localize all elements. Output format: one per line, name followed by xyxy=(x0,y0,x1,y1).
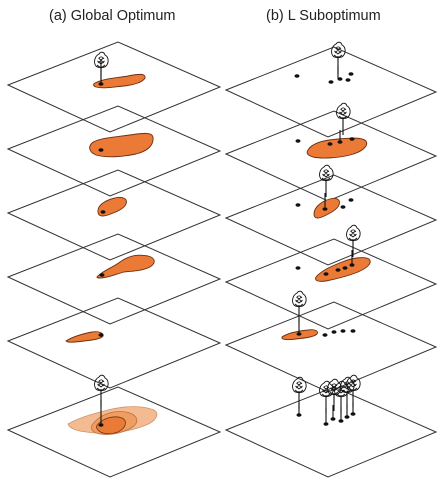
point-b-2d xyxy=(349,137,355,141)
point-b-5c xyxy=(331,330,337,334)
region-b-2 xyxy=(306,137,368,159)
tree-icon xyxy=(94,374,109,408)
plane-b-5 xyxy=(224,290,438,393)
tree-icon xyxy=(336,102,351,136)
region-a-1 xyxy=(93,73,146,89)
region-a-2 xyxy=(89,132,154,158)
point-a-4 xyxy=(99,273,105,277)
point-a-3 xyxy=(100,210,106,214)
point-b-4a xyxy=(295,266,301,270)
plane-a-1 xyxy=(6,41,222,133)
point-b-3a xyxy=(295,203,301,207)
region-a-5 xyxy=(65,331,104,343)
plane-a-4 xyxy=(6,233,222,325)
tree-icon xyxy=(292,376,307,410)
region-a-6-dark xyxy=(96,416,126,435)
point-a-2 xyxy=(98,148,104,152)
point-b-1b xyxy=(328,80,334,84)
point-b-2b xyxy=(327,142,333,146)
plane-b-3 xyxy=(224,164,438,266)
point-b-2a xyxy=(295,139,301,143)
plane-a-5 xyxy=(6,297,222,389)
plane-a-3 xyxy=(6,169,222,261)
point-b-5e xyxy=(350,329,356,333)
tree-icon xyxy=(319,164,334,198)
point-b-1e xyxy=(345,78,351,82)
point-b-1c xyxy=(337,77,343,81)
point-b-4b xyxy=(323,272,329,276)
point-b-1d xyxy=(348,72,354,76)
plane-b-1 xyxy=(224,41,438,138)
point-b-5d xyxy=(340,329,346,333)
point-b-4c xyxy=(335,268,341,272)
plane-a-2 xyxy=(6,105,222,197)
plane-a-6 xyxy=(6,374,222,478)
point-b-3d xyxy=(348,198,354,202)
region-a-4 xyxy=(96,254,155,279)
region-b-4 xyxy=(315,257,371,282)
panel-a-title: (a) Global Optimum xyxy=(49,8,176,24)
plane-b-4 xyxy=(224,224,438,330)
point-b-3b xyxy=(322,207,328,211)
point-b-3c xyxy=(340,205,346,209)
panel-b-title: (b) L Suboptimum xyxy=(266,8,381,24)
point-b-4d xyxy=(342,266,348,270)
plane-b-2 xyxy=(224,102,438,202)
point-a-5 xyxy=(98,333,104,337)
tree-icon xyxy=(319,380,334,414)
plane-b-6 xyxy=(224,374,438,478)
point-b-1a xyxy=(294,74,300,78)
point-b-5b xyxy=(322,333,328,337)
